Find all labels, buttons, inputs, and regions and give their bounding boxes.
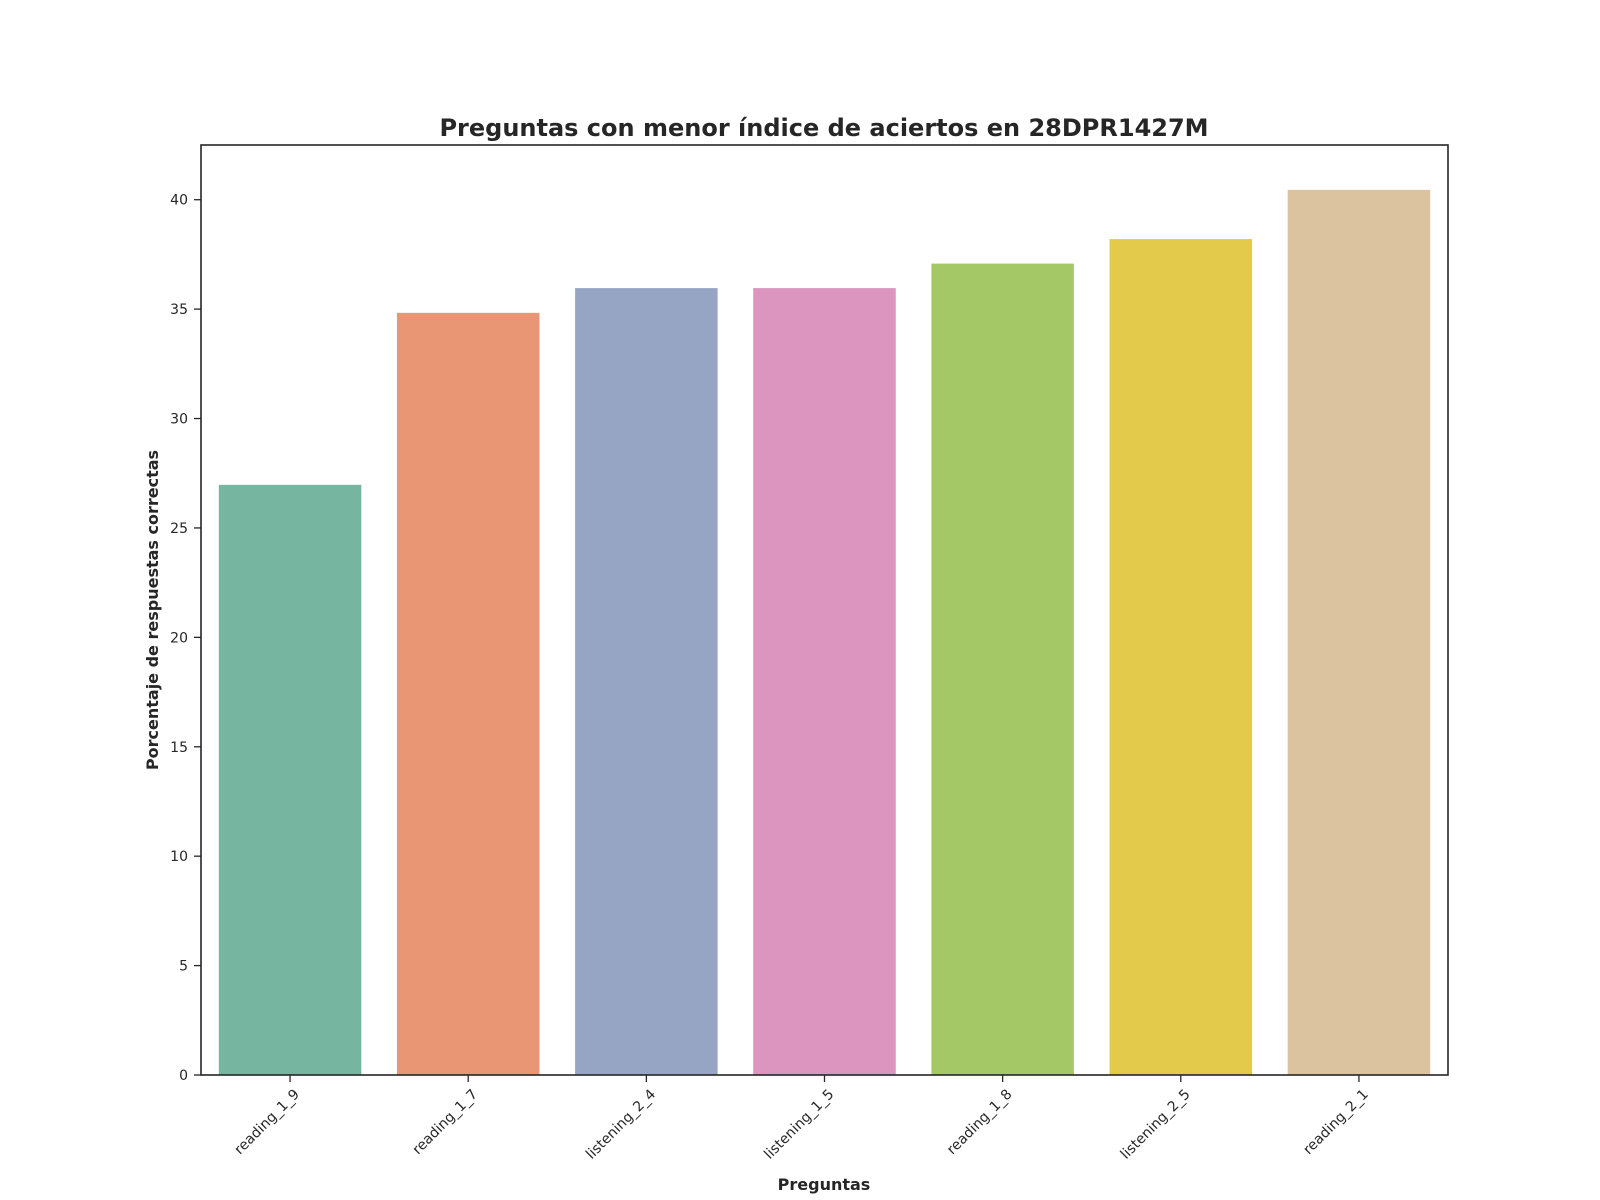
x-tick-label: listening_2_5 xyxy=(1118,1087,1194,1163)
y-tick-label: 30 xyxy=(170,412,188,428)
y-tick-label: 0 xyxy=(179,1068,188,1084)
x-axis: reading_1_9 reading_1_7 listening_2_4 liste… xyxy=(231,1075,1372,1163)
y-tick-label: 15 xyxy=(170,740,188,756)
y-axis-label: Porcentaje de respuestas correctas xyxy=(143,450,162,770)
bar-reading-1-7 xyxy=(396,312,540,1075)
x-tick-label: reading_1_8 xyxy=(944,1087,1015,1158)
x-axis-label: Preguntas xyxy=(778,1175,871,1194)
x-tick-label: reading_2_1 xyxy=(1300,1087,1371,1158)
chart-title: Preguntas con menor índice de aciertos e… xyxy=(439,114,1208,142)
bar-reading-1-8 xyxy=(931,263,1074,1075)
x-tick-label: listening_2_4 xyxy=(583,1086,659,1162)
bar-reading-1-9 xyxy=(218,484,362,1075)
bars-group xyxy=(218,189,1431,1075)
plot-frame xyxy=(200,144,1449,1076)
y-tick-label: 25 xyxy=(170,521,188,537)
y-tick-label: 10 xyxy=(170,849,188,865)
y-tick-label: 40 xyxy=(170,193,188,209)
x-tick-label: reading_1_7 xyxy=(410,1087,481,1158)
bar-reading-2-1 xyxy=(1287,189,1431,1075)
x-tick-label: reading_1_9 xyxy=(231,1087,302,1158)
bar-listening-2-4 xyxy=(575,288,718,1075)
x-tick-label: listening_1_5 xyxy=(761,1087,837,1163)
y-tick-label: 20 xyxy=(170,630,188,646)
bar-listening-1-5 xyxy=(753,288,896,1075)
bar-listening-2-5 xyxy=(1109,239,1253,1075)
y-tick-label: 35 xyxy=(170,302,188,318)
y-axis: 0 5 10 15 20 25 30 35 40 xyxy=(170,193,201,1084)
y-tick-label: 5 xyxy=(179,959,188,975)
